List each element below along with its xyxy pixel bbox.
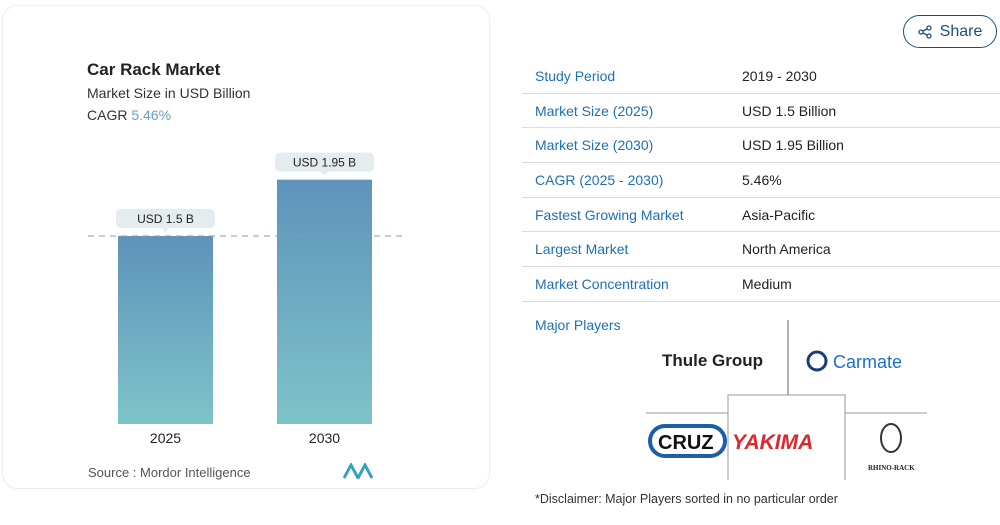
logo-thule: Thule Group <box>662 351 763 370</box>
share-label: Share <box>939 22 983 40</box>
row-value: Medium <box>742 275 792 292</box>
share-icon <box>917 24 932 39</box>
table-row: Study Period 2019 - 2030 <box>522 59 1000 94</box>
data-label-bg <box>275 152 374 172</box>
row-value: 5.46% <box>742 171 782 188</box>
share-button[interactable]: Share <box>903 15 997 48</box>
table-row: Market Concentration Medium <box>522 267 1000 302</box>
chart-title: Car Rack Market <box>87 60 221 79</box>
row-label: CAGR (2025 - 2030) <box>535 171 664 188</box>
x-tick-label: 2030 <box>309 430 340 446</box>
svg-text:Thule Group: Thule Group <box>662 351 763 370</box>
row-label: Market Concentration <box>535 275 669 292</box>
major-players-label: Major Players <box>535 317 621 333</box>
logo-yakima: YAKIMA <box>732 431 813 454</box>
bar-chart: USD 1.5 B 2025 USD 1.95 B 2030 <box>88 152 405 446</box>
table-row: CAGR (2025 - 2030) 5.46% <box>522 163 1000 198</box>
row-value: USD 1.95 Billion <box>742 137 844 154</box>
data-label: USD 1.95 B <box>293 156 356 170</box>
row-label: Largest Market <box>535 241 629 258</box>
chart-card <box>2 5 490 489</box>
row-label: Market Size (2025) <box>535 102 654 119</box>
cagr-label: CAGR <box>87 107 128 123</box>
data-label-pointer <box>320 171 329 176</box>
mordor-logo-icon <box>343 463 373 479</box>
source-text: Source : Mordor Intelligence <box>88 465 251 480</box>
logo-rhino-rack: RHINO-RACK <box>868 423 915 472</box>
row-value: 2019 - 2030 <box>742 67 817 84</box>
row-label: Study Period <box>535 67 616 84</box>
disclaimer: *Disclaimer: Major Players sorted in no … <box>535 492 838 506</box>
data-label: USD 1.5 B <box>137 212 194 226</box>
major-players-logos: Thule Group Carmate CRUZ YAKIMA RHINO-RA… <box>646 320 927 480</box>
table-row: Market Size (2030) USD 1.95 Billion <box>522 128 1000 164</box>
svg-text:CRUZ: CRUZ <box>658 432 714 454</box>
table-row: Market Size (2025) USD 1.5 Billion <box>522 94 1000 129</box>
row-value: USD 1.5 Billion <box>742 102 837 119</box>
row-value: North America <box>742 241 831 258</box>
svg-text:Carmate: Carmate <box>833 352 902 372</box>
logo-carmate: Carmate <box>806 350 902 372</box>
cagr-value: 5.46% <box>131 107 172 123</box>
table-row: Fastest Growing Market Asia-Pacific <box>522 198 1000 233</box>
data-label-bg <box>116 209 215 229</box>
bar-2030 <box>277 179 372 424</box>
row-value: Asia-Pacific <box>742 206 816 223</box>
chart-subtitle: Market Size in USD Billion <box>87 85 251 101</box>
svg-text:YAKIMA: YAKIMA <box>732 431 813 454</box>
logo-cruz: CRUZ <box>648 424 727 458</box>
bar-2025 <box>118 236 213 424</box>
row-label: Market Size (2030) <box>535 137 654 154</box>
market-summary-table: Study Period 2019 - 2030 Market Size (202… <box>522 59 1000 302</box>
data-label-pointer <box>161 228 170 233</box>
x-tick-label: 2025 <box>150 430 181 446</box>
table-row: Largest Market North America <box>522 232 1000 268</box>
chart-cagr: CAGR 5.46% <box>87 107 171 123</box>
row-label: Fastest Growing Market <box>535 206 684 223</box>
svg-text:RHINO-RACK: RHINO-RACK <box>868 464 915 472</box>
